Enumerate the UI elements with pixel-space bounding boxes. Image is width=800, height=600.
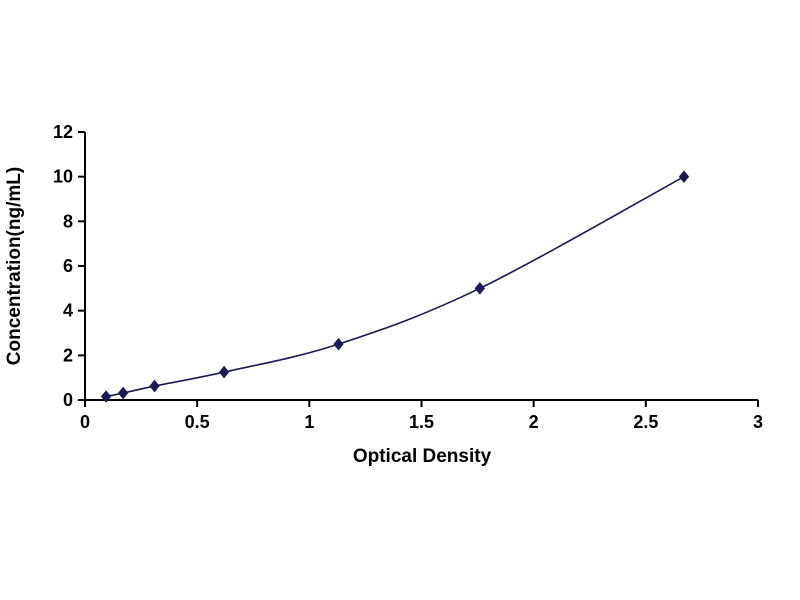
tick-labels: 0 0.5 1 1.5 2 2.5 3 0 2 4 6 8 10 12 bbox=[53, 122, 763, 432]
x-tick-label: 0.5 bbox=[185, 412, 210, 432]
y-tick-label: 6 bbox=[63, 256, 73, 276]
data-point-marker bbox=[100, 390, 112, 403]
y-axis-title: Concentration(ng/mL) bbox=[4, 167, 25, 365]
curve-line bbox=[105, 175, 685, 398]
y-tick-label: 10 bbox=[53, 167, 73, 187]
x-tick-label: 0 bbox=[80, 412, 90, 432]
y-tick-label: 2 bbox=[63, 345, 73, 365]
y-tick-label: 12 bbox=[53, 122, 73, 142]
y-tick-label: 0 bbox=[63, 390, 73, 410]
x-tick-label: 1 bbox=[304, 412, 314, 432]
data-point-marker bbox=[218, 365, 230, 379]
data-point-marker bbox=[678, 170, 690, 183]
data-point-marker bbox=[333, 337, 344, 351]
data-point-marker bbox=[474, 282, 485, 295]
data-series bbox=[100, 170, 690, 403]
data-point-marker bbox=[149, 379, 160, 393]
x-axis-title: Optical Density bbox=[353, 446, 492, 467]
x-tick-label: 2.5 bbox=[633, 412, 658, 432]
y-tick-label: 4 bbox=[63, 301, 73, 321]
x-tick-label: 3 bbox=[753, 412, 763, 432]
x-tick-label: 2 bbox=[529, 412, 539, 432]
axes bbox=[84, 132, 758, 401]
x-tick-label: 1.5 bbox=[409, 412, 434, 432]
y-tick-label: 8 bbox=[63, 211, 73, 231]
data-point-marker bbox=[117, 386, 129, 400]
tick-marks bbox=[78, 131, 759, 407]
